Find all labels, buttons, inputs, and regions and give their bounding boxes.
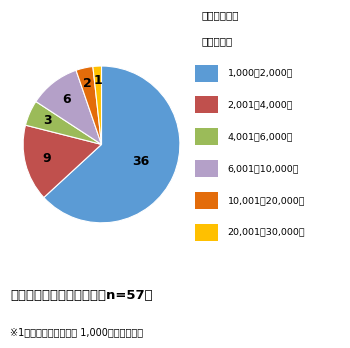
Text: 2,001～4,000匹: 2,001～4,000匹 <box>228 101 293 109</box>
FancyBboxPatch shape <box>195 160 218 177</box>
Text: 1: 1 <box>93 74 102 87</box>
FancyBboxPatch shape <box>195 192 218 209</box>
FancyBboxPatch shape <box>195 128 218 145</box>
Text: 20,001～30,000匹: 20,001～30,000匹 <box>228 228 305 237</box>
Wedge shape <box>93 66 101 144</box>
FancyBboxPatch shape <box>195 96 218 113</box>
Wedge shape <box>26 102 101 144</box>
Text: 6: 6 <box>63 93 71 106</box>
Text: 3: 3 <box>43 114 52 127</box>
Text: 6,001～10,000匹: 6,001～10,000匹 <box>228 164 299 173</box>
Wedge shape <box>44 66 180 223</box>
Text: 被害の発生規模別件数　（n=57）: 被害の発生規模別件数 （n=57） <box>10 289 153 302</box>
Wedge shape <box>23 125 102 198</box>
Text: 巣笱当たりの: 巣笱当たりの <box>202 10 239 21</box>
Text: 9: 9 <box>42 152 51 165</box>
Text: 最大死虫数: 最大死虫数 <box>202 37 233 47</box>
Text: 1,000～2,000匹: 1,000～2,000匹 <box>228 69 293 78</box>
FancyBboxPatch shape <box>195 65 218 81</box>
Text: 4,001～6,000匹: 4,001～6,000匹 <box>228 132 293 141</box>
Text: ※1巣笱当たりの死虫数 1,000匹以上のもの: ※1巣笱当たりの死虫数 1,000匹以上のもの <box>10 327 144 337</box>
FancyBboxPatch shape <box>195 224 218 241</box>
Text: 36: 36 <box>132 155 149 168</box>
Wedge shape <box>36 70 102 144</box>
Wedge shape <box>76 66 102 144</box>
Text: 10,001～20,000匹: 10,001～20,000匹 <box>228 196 305 205</box>
Text: 2: 2 <box>83 77 92 90</box>
